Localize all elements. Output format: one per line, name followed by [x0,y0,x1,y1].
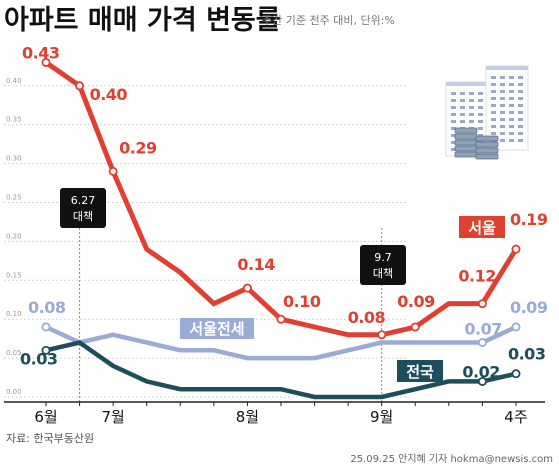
x-tick-label: 8월 [236,408,259,426]
chart-subtitle: 주간 기준 전주 대비, 단위:% [262,14,395,27]
data-label: 0.03 [20,349,57,368]
data-label: 0.07 [464,320,501,339]
y-tick-label: 0.40 [6,77,22,85]
data-point-marker [511,244,521,254]
y-tick-label: 0.30 [6,155,22,163]
y-tick-label: 0.00 [6,388,22,396]
series-line-jeonse [45,324,517,361]
data-label: 0.09 [510,298,548,317]
policy-date: 6.27 [71,194,96,207]
legend-tag-jeonse [180,318,254,339]
data-point-marker [377,330,387,340]
x-tick-label: 7월 [101,408,124,426]
legend-label-jeonse: 서울전세 [189,320,244,338]
data-label: 0.09 [397,292,435,311]
legend-tag-seoul [459,216,505,238]
policy-annotation-box [360,245,406,285]
legend-tag-national [397,360,443,382]
data-point-marker [477,338,487,348]
legend-label-national: 전국 [406,363,434,381]
data-label: 0.12 [458,267,495,286]
policy-annotation-box [60,188,106,228]
data-label: 0.29 [119,138,157,157]
data-point-marker [276,314,286,324]
data-label: 0.08 [348,308,386,327]
data-point-marker [511,322,521,332]
data-point-marker [477,376,487,386]
policy-label: 대책 [373,267,393,280]
policy-label: 대책 [73,210,93,223]
legend-label-seoul: 서울 [468,219,496,237]
data-point-marker [511,369,521,379]
y-tick-label: 0.20 [6,232,22,240]
x-tick-label: 9월 [370,408,393,426]
data-label: 0.10 [283,292,321,311]
data-label: 0.19 [510,210,548,229]
data-label: 0.40 [90,85,128,104]
data-point-marker [242,283,252,293]
y-tick-label: 0.35 [6,116,22,124]
buildings-and-coins-icon [445,65,529,160]
data-label: 0.43 [22,43,59,62]
x-tick-label: 6월 [34,408,57,426]
data-label: 0.03 [508,345,545,364]
x-axis: 6월 7월 8월 9월 4주 [4,401,545,426]
data-point-marker [108,166,118,176]
data-point-marker [75,81,85,91]
y-tick-label: 0.05 [6,349,22,357]
data-label: 0.02 [462,362,499,381]
data-point-marker [410,322,420,332]
y-tick-label: 0.15 [6,271,22,279]
data-point-marker [41,345,51,355]
source-text: 자료: 한국부동산원 [6,432,94,445]
x-tick-label: 4주 [504,408,527,426]
data-label: 0.08 [28,298,66,317]
series-line-national [45,340,517,400]
data-label: 0.14 [237,255,275,274]
data-point-marker [41,322,51,332]
y-tick-label: 0.10 [6,310,22,318]
data-point-marker [41,57,51,67]
chart-title: 아파트 매매 가격 변동률 [4,5,281,36]
y-tick-label: 0.25 [6,194,22,202]
data-point-marker [477,299,487,309]
policy-date: 9.7 [374,251,392,264]
credit-text: 25.09.25 안지혜 기자 hokma@newsis.com [350,453,553,465]
